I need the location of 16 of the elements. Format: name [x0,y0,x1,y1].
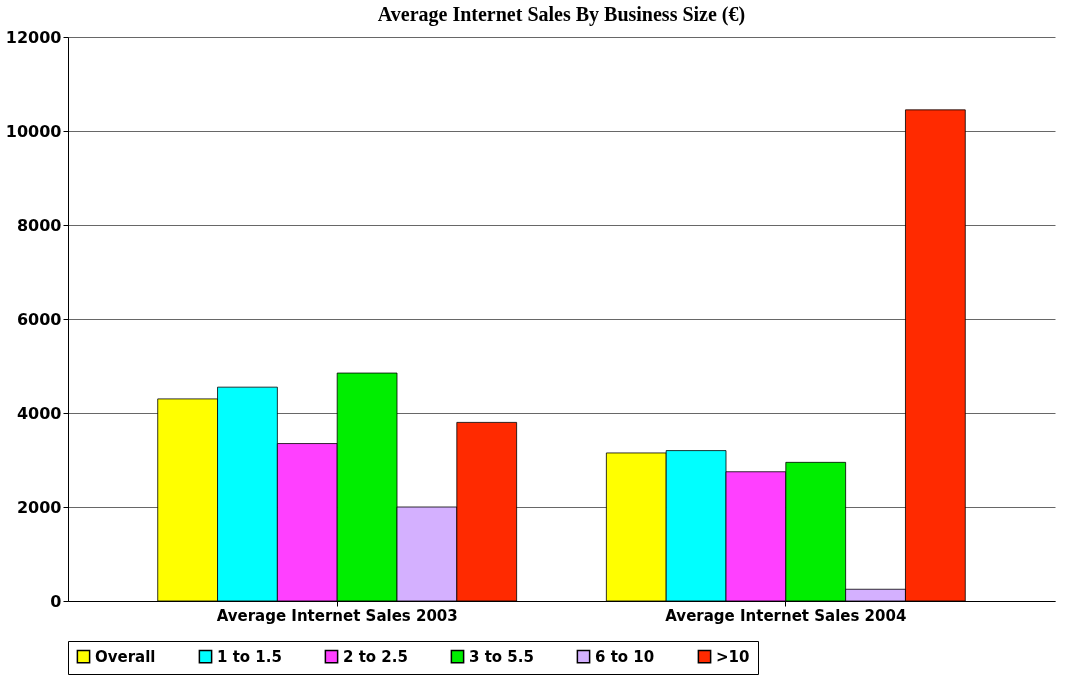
legend-label: 2 to 2.5 [343,647,408,666]
legend-label: >10 [716,647,750,666]
y-tick-label: 2000 [16,497,62,517]
legend-label: Overall [95,647,156,666]
chart-title: Average Internet Sales By Business Size (€) [377,3,746,26]
legend-label: 6 to 10 [595,647,655,666]
y-tick-label: 0 [50,591,62,611]
y-tick-label: 8000 [16,215,62,235]
legend-label: 3 to 5.5 [469,647,534,666]
x-tick-label: Average Internet Sales 2004 [665,606,907,625]
legend-label: 1 to 1.5 [217,647,282,666]
y-tick-label: 6000 [16,309,62,329]
y-tick-label: 12000 [5,27,62,47]
x-tick-label: Average Internet Sales 2003 [216,606,458,625]
y-tick-label: 4000 [16,403,62,423]
y-tick-label: 10000 [5,121,62,141]
